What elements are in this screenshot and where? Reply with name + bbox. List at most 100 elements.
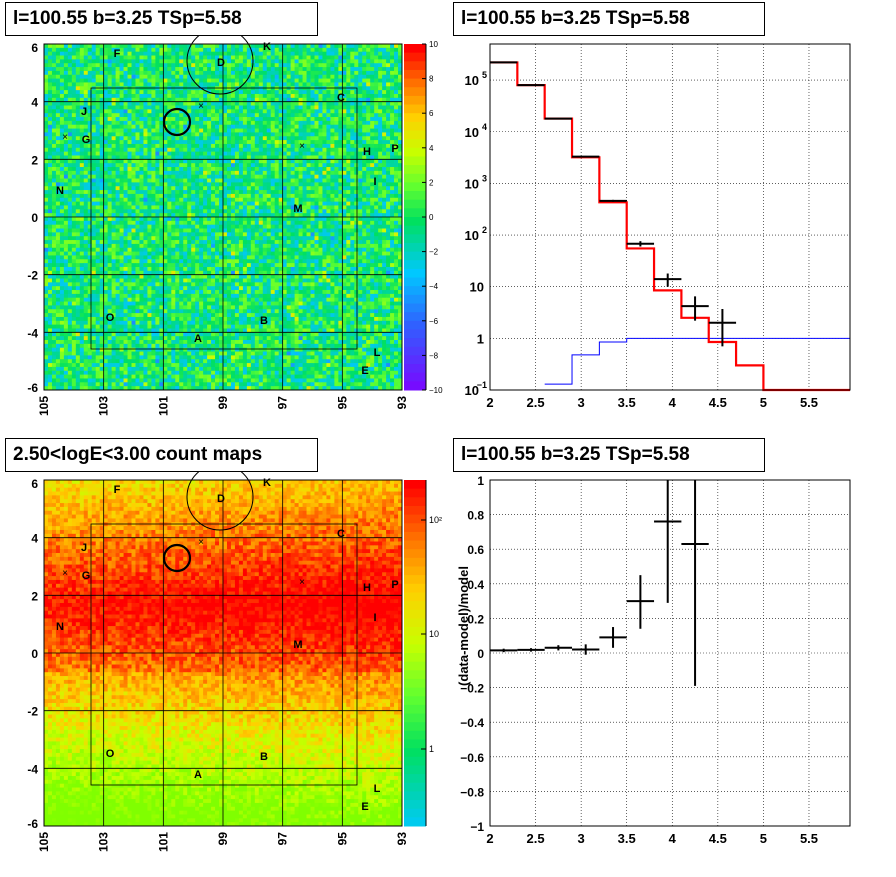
map-pixel — [258, 59, 264, 64]
map-pixel — [131, 190, 136, 195]
map-pixel — [238, 132, 244, 137]
map-pixel — [278, 78, 284, 83]
map-pixel — [238, 167, 244, 172]
map-pixel — [366, 182, 371, 187]
map-pixel — [378, 201, 383, 206]
map-pixel — [374, 232, 379, 237]
map-pixel — [131, 159, 136, 164]
map-pixel — [175, 178, 180, 183]
map-pixel — [163, 147, 168, 153]
map-pixel — [310, 190, 315, 195]
map-pixel — [306, 143, 311, 149]
map-pixel — [230, 63, 236, 68]
map-pixel — [44, 174, 49, 179]
map-pixel — [163, 143, 168, 149]
map-pixel — [71, 151, 77, 156]
map-pixel — [366, 190, 371, 195]
map-pixel — [44, 93, 49, 99]
map-pixel — [398, 247, 403, 252]
map-pixel — [107, 132, 113, 137]
map-pixel — [354, 201, 359, 206]
map-pixel — [203, 101, 208, 106]
map-pixel — [59, 178, 65, 183]
map-pixel — [362, 55, 367, 60]
map-pixel — [203, 47, 208, 53]
map-pixel — [346, 140, 351, 145]
map-pixel — [219, 163, 224, 168]
map-pixel — [155, 86, 160, 91]
map-pixel — [107, 128, 113, 133]
map-pixel — [51, 78, 57, 83]
map-pixel — [171, 120, 176, 126]
map-pixel — [207, 124, 212, 129]
map-pixel — [131, 120, 136, 126]
map-pixel — [318, 128, 323, 133]
map-pixel — [274, 86, 280, 91]
map-pixel — [294, 105, 299, 110]
map-pixel — [44, 186, 49, 191]
map-pixel — [370, 217, 375, 222]
map-pixel — [346, 70, 351, 76]
map-pixel — [155, 44, 160, 49]
map-pixel — [143, 55, 148, 60]
map-pixel — [91, 78, 97, 83]
map-pixel — [334, 167, 339, 172]
map-pixel — [306, 117, 311, 122]
map-pixel — [262, 190, 268, 195]
map-pixel — [71, 47, 77, 53]
map-pixel — [230, 82, 236, 87]
map-pixel — [147, 143, 152, 149]
map-pixel — [183, 163, 188, 168]
map-pixel — [127, 240, 132, 245]
map-pixel — [91, 247, 97, 252]
map-pixel — [278, 247, 284, 252]
map-pixel — [215, 236, 220, 241]
map-pixel — [219, 251, 224, 256]
map-pixel — [59, 197, 65, 203]
map-pixel — [187, 251, 192, 256]
map-pixel — [250, 140, 256, 145]
map-pixel — [203, 67, 208, 72]
map-pixel — [59, 128, 65, 133]
map-pixel — [83, 105, 89, 110]
map-pixel — [278, 90, 284, 95]
map-pixel — [226, 59, 232, 64]
map-pixel — [175, 101, 180, 106]
map-pixel — [215, 201, 220, 206]
map-pixel — [370, 101, 375, 106]
map-pixel — [302, 205, 307, 210]
map-pixel — [139, 44, 144, 49]
map-pixel — [242, 44, 248, 49]
map-pixel — [107, 97, 113, 103]
map-pixel — [262, 74, 268, 79]
map-pixel — [278, 151, 284, 156]
map-pixel — [334, 86, 339, 91]
map-pixel — [147, 182, 152, 187]
map-pixel — [79, 151, 85, 156]
map-pixel — [135, 70, 140, 76]
map-pixel — [274, 178, 280, 183]
map-pixel — [211, 86, 216, 91]
map-pixel — [135, 143, 140, 149]
map-pixel — [294, 159, 299, 164]
map-pixel — [250, 109, 256, 114]
map-pixel — [111, 209, 116, 214]
map-pixel — [386, 86, 391, 91]
map-pixel — [79, 163, 85, 168]
map-pixel — [226, 182, 232, 187]
map-pixel — [294, 217, 299, 222]
map-pixel — [131, 240, 136, 245]
map-pixel — [167, 132, 172, 137]
map-pixel — [83, 70, 89, 76]
map-pixel — [191, 82, 196, 87]
map-pixel — [119, 47, 124, 53]
map-pixel — [167, 182, 172, 187]
map-pixel — [199, 78, 204, 83]
map-pixel — [143, 78, 148, 83]
map-pixel — [187, 128, 192, 133]
map-pixel — [143, 205, 148, 210]
map-pixel — [219, 197, 224, 203]
map-pixel — [258, 113, 264, 118]
map-pixel — [203, 159, 208, 164]
map-pixel — [99, 213, 105, 218]
